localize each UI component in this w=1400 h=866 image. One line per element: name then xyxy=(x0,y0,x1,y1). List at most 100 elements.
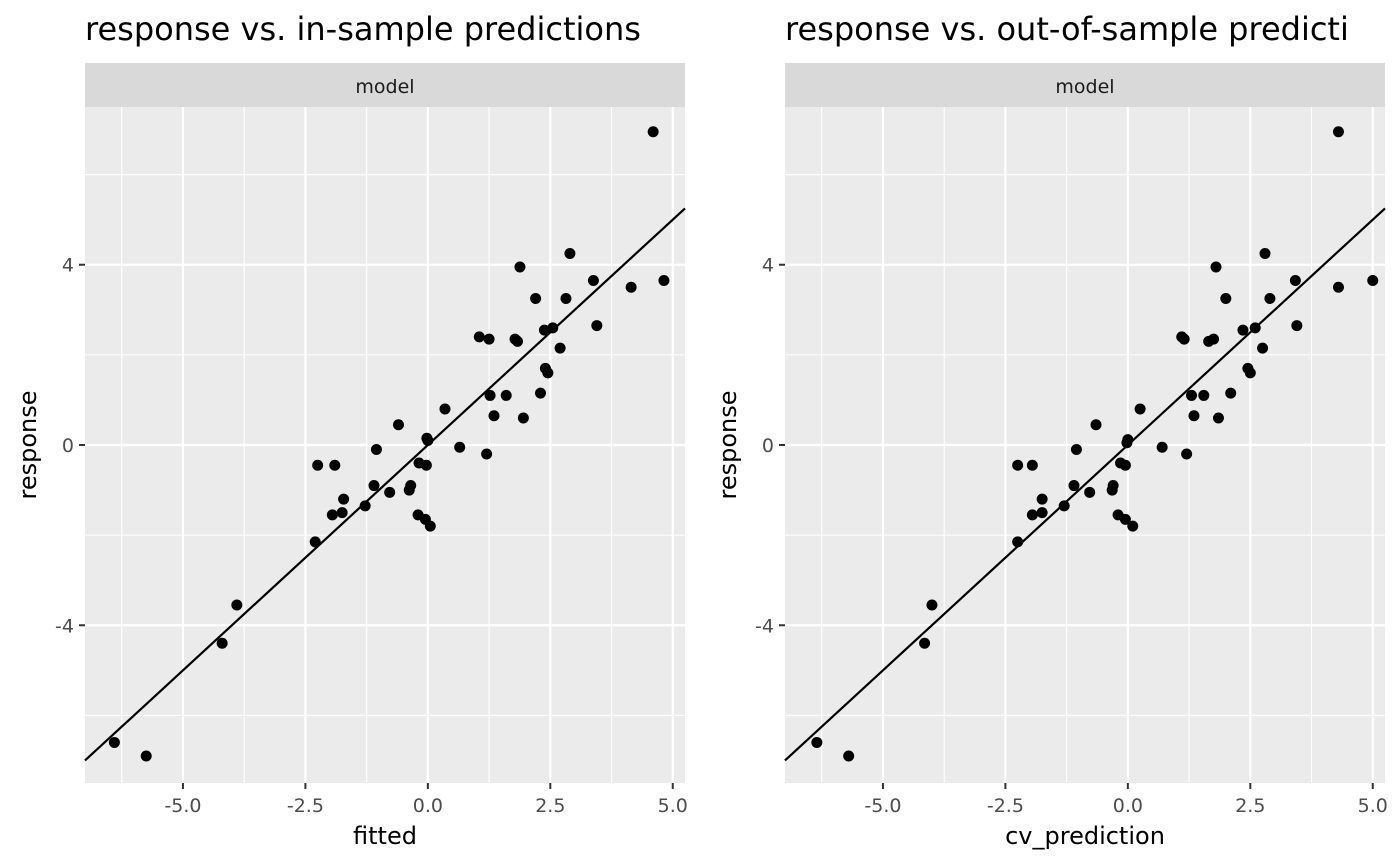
data-point xyxy=(1012,459,1024,471)
data-point xyxy=(514,261,526,273)
data-point xyxy=(564,247,576,259)
reference-line xyxy=(84,207,686,762)
data-point xyxy=(1012,536,1024,548)
data-point xyxy=(1264,293,1276,305)
data-point xyxy=(1026,509,1038,521)
data-point xyxy=(1084,486,1096,498)
x-tick-label: -2.5 xyxy=(987,795,1024,817)
data-point xyxy=(1178,333,1190,345)
facet-strip-label: model xyxy=(355,76,414,98)
data-point xyxy=(424,520,436,532)
data-point xyxy=(231,599,243,611)
data-point xyxy=(530,293,542,305)
data-point xyxy=(140,750,152,762)
y-tick-label: -4 xyxy=(755,615,774,637)
facet-strip xyxy=(85,63,685,107)
x-tick-label: 5.0 xyxy=(1358,795,1388,817)
data-point xyxy=(368,480,380,492)
data-point xyxy=(312,459,324,471)
data-point xyxy=(1127,520,1139,532)
data-point xyxy=(1119,513,1131,525)
data-point xyxy=(919,637,931,649)
data-point xyxy=(538,324,550,336)
data-point xyxy=(405,480,417,492)
data-point xyxy=(1134,403,1146,415)
data-point xyxy=(439,403,451,415)
data-point xyxy=(658,275,670,287)
data-point xyxy=(484,389,496,401)
data-point xyxy=(384,486,396,498)
data-point xyxy=(392,419,404,431)
x-tick-label: 2.5 xyxy=(535,795,565,817)
data-point xyxy=(591,320,603,332)
x-tick-label: -2.5 xyxy=(287,795,324,817)
data-point xyxy=(625,281,637,293)
x-tick-label: -5.0 xyxy=(864,795,901,817)
data-point xyxy=(1068,480,1080,492)
data-point xyxy=(647,126,659,138)
panel-in-sample: response vs. in-sample predictions model… xyxy=(14,10,688,850)
data-point xyxy=(1036,493,1048,505)
chart-title: response vs. out-of-sample predicti xyxy=(785,10,1349,48)
data-point xyxy=(1058,500,1070,512)
data-point xyxy=(1212,412,1224,424)
data-point xyxy=(481,448,493,460)
reference-line xyxy=(784,207,1386,762)
data-point xyxy=(422,434,434,446)
data-point xyxy=(1249,322,1261,334)
facet-strip xyxy=(785,63,1385,107)
data-point xyxy=(329,459,341,471)
scatter-points xyxy=(108,126,670,762)
data-point xyxy=(1332,126,1344,138)
data-point xyxy=(1156,441,1168,453)
data-point xyxy=(517,412,529,424)
facet-strip-label: model xyxy=(1055,76,1114,98)
y-axis-label: response xyxy=(714,390,742,499)
data-point xyxy=(1026,459,1038,471)
data-point xyxy=(338,493,350,505)
y-tick-label: 0 xyxy=(62,435,74,457)
data-point xyxy=(1259,247,1271,259)
data-point xyxy=(1198,389,1210,401)
data-point xyxy=(1107,480,1119,492)
x-tick-label: 5.0 xyxy=(658,795,688,817)
x-tick-label: 0.0 xyxy=(413,795,443,817)
data-point xyxy=(309,536,321,548)
data-point xyxy=(542,367,554,379)
data-point xyxy=(1036,507,1048,519)
y-tick-label: 4 xyxy=(762,255,774,277)
data-point xyxy=(560,293,572,305)
data-point xyxy=(926,599,938,611)
axis-ticks: -5.0 -2.5 0.0 2.5 5.0 -4 0 4 xyxy=(755,255,1388,817)
data-point xyxy=(535,387,547,399)
data-point xyxy=(511,335,523,347)
data-point xyxy=(1122,434,1134,446)
data-point xyxy=(1367,275,1379,287)
data-point xyxy=(1289,275,1301,287)
data-point xyxy=(1188,410,1200,422)
data-point xyxy=(1119,459,1131,471)
x-tick-label: 0.0 xyxy=(1113,795,1143,817)
x-axis-label: fitted xyxy=(353,822,417,850)
axis-ticks: -5.0 -2.5 0.0 2.5 5.0 -4 0 4 xyxy=(55,255,688,817)
data-point xyxy=(1070,444,1082,456)
data-point xyxy=(1181,448,1193,460)
data-point xyxy=(1237,324,1249,336)
data-point xyxy=(488,410,500,422)
data-point xyxy=(1244,367,1256,379)
data-point xyxy=(1208,333,1220,345)
scatter-points xyxy=(811,126,1379,762)
data-point xyxy=(454,441,466,453)
y-axis-label: response xyxy=(14,390,42,499)
data-point xyxy=(1332,281,1344,293)
data-point xyxy=(1210,261,1222,273)
data-point xyxy=(1220,293,1232,305)
data-point xyxy=(1186,389,1198,401)
data-point xyxy=(216,637,228,649)
x-tick-label: 2.5 xyxy=(1235,795,1265,817)
data-point xyxy=(554,342,566,354)
data-point xyxy=(420,459,432,471)
x-tick-label: -5.0 xyxy=(164,795,201,817)
data-point xyxy=(336,507,348,519)
